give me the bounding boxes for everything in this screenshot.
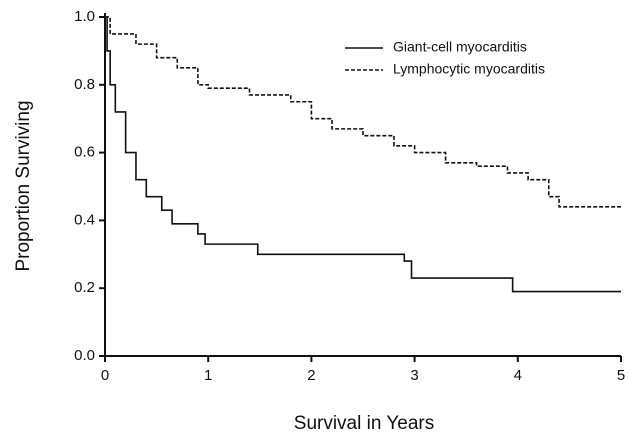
y-tick-label: 0.4	[74, 211, 95, 228]
y-tick-label: 0.2	[74, 279, 95, 296]
x-tick-label: 3	[410, 367, 418, 384]
x-tick-label: 2	[307, 367, 315, 384]
y-tick-label: 0.0	[74, 347, 95, 364]
legend-label: Giant-cell myocarditis	[393, 39, 527, 55]
x-tick-label: 0	[101, 367, 109, 384]
x-tick-label: 5	[617, 367, 625, 384]
x-tick-label: 4	[514, 367, 522, 384]
y-tick-label: 0.6	[74, 144, 95, 161]
survival-curve	[105, 16, 621, 293]
x-tick-label: 1	[204, 367, 212, 384]
legend-label: Lymphocytic myocarditis	[393, 61, 545, 77]
y-tick-label: 1.0	[74, 8, 95, 25]
survival-curve	[105, 16, 621, 208]
y-tick-label: 0.8	[74, 76, 95, 93]
x-axis-title: Survival in Years	[294, 413, 434, 434]
y-axis-title: Proportion Surviving	[13, 100, 34, 271]
